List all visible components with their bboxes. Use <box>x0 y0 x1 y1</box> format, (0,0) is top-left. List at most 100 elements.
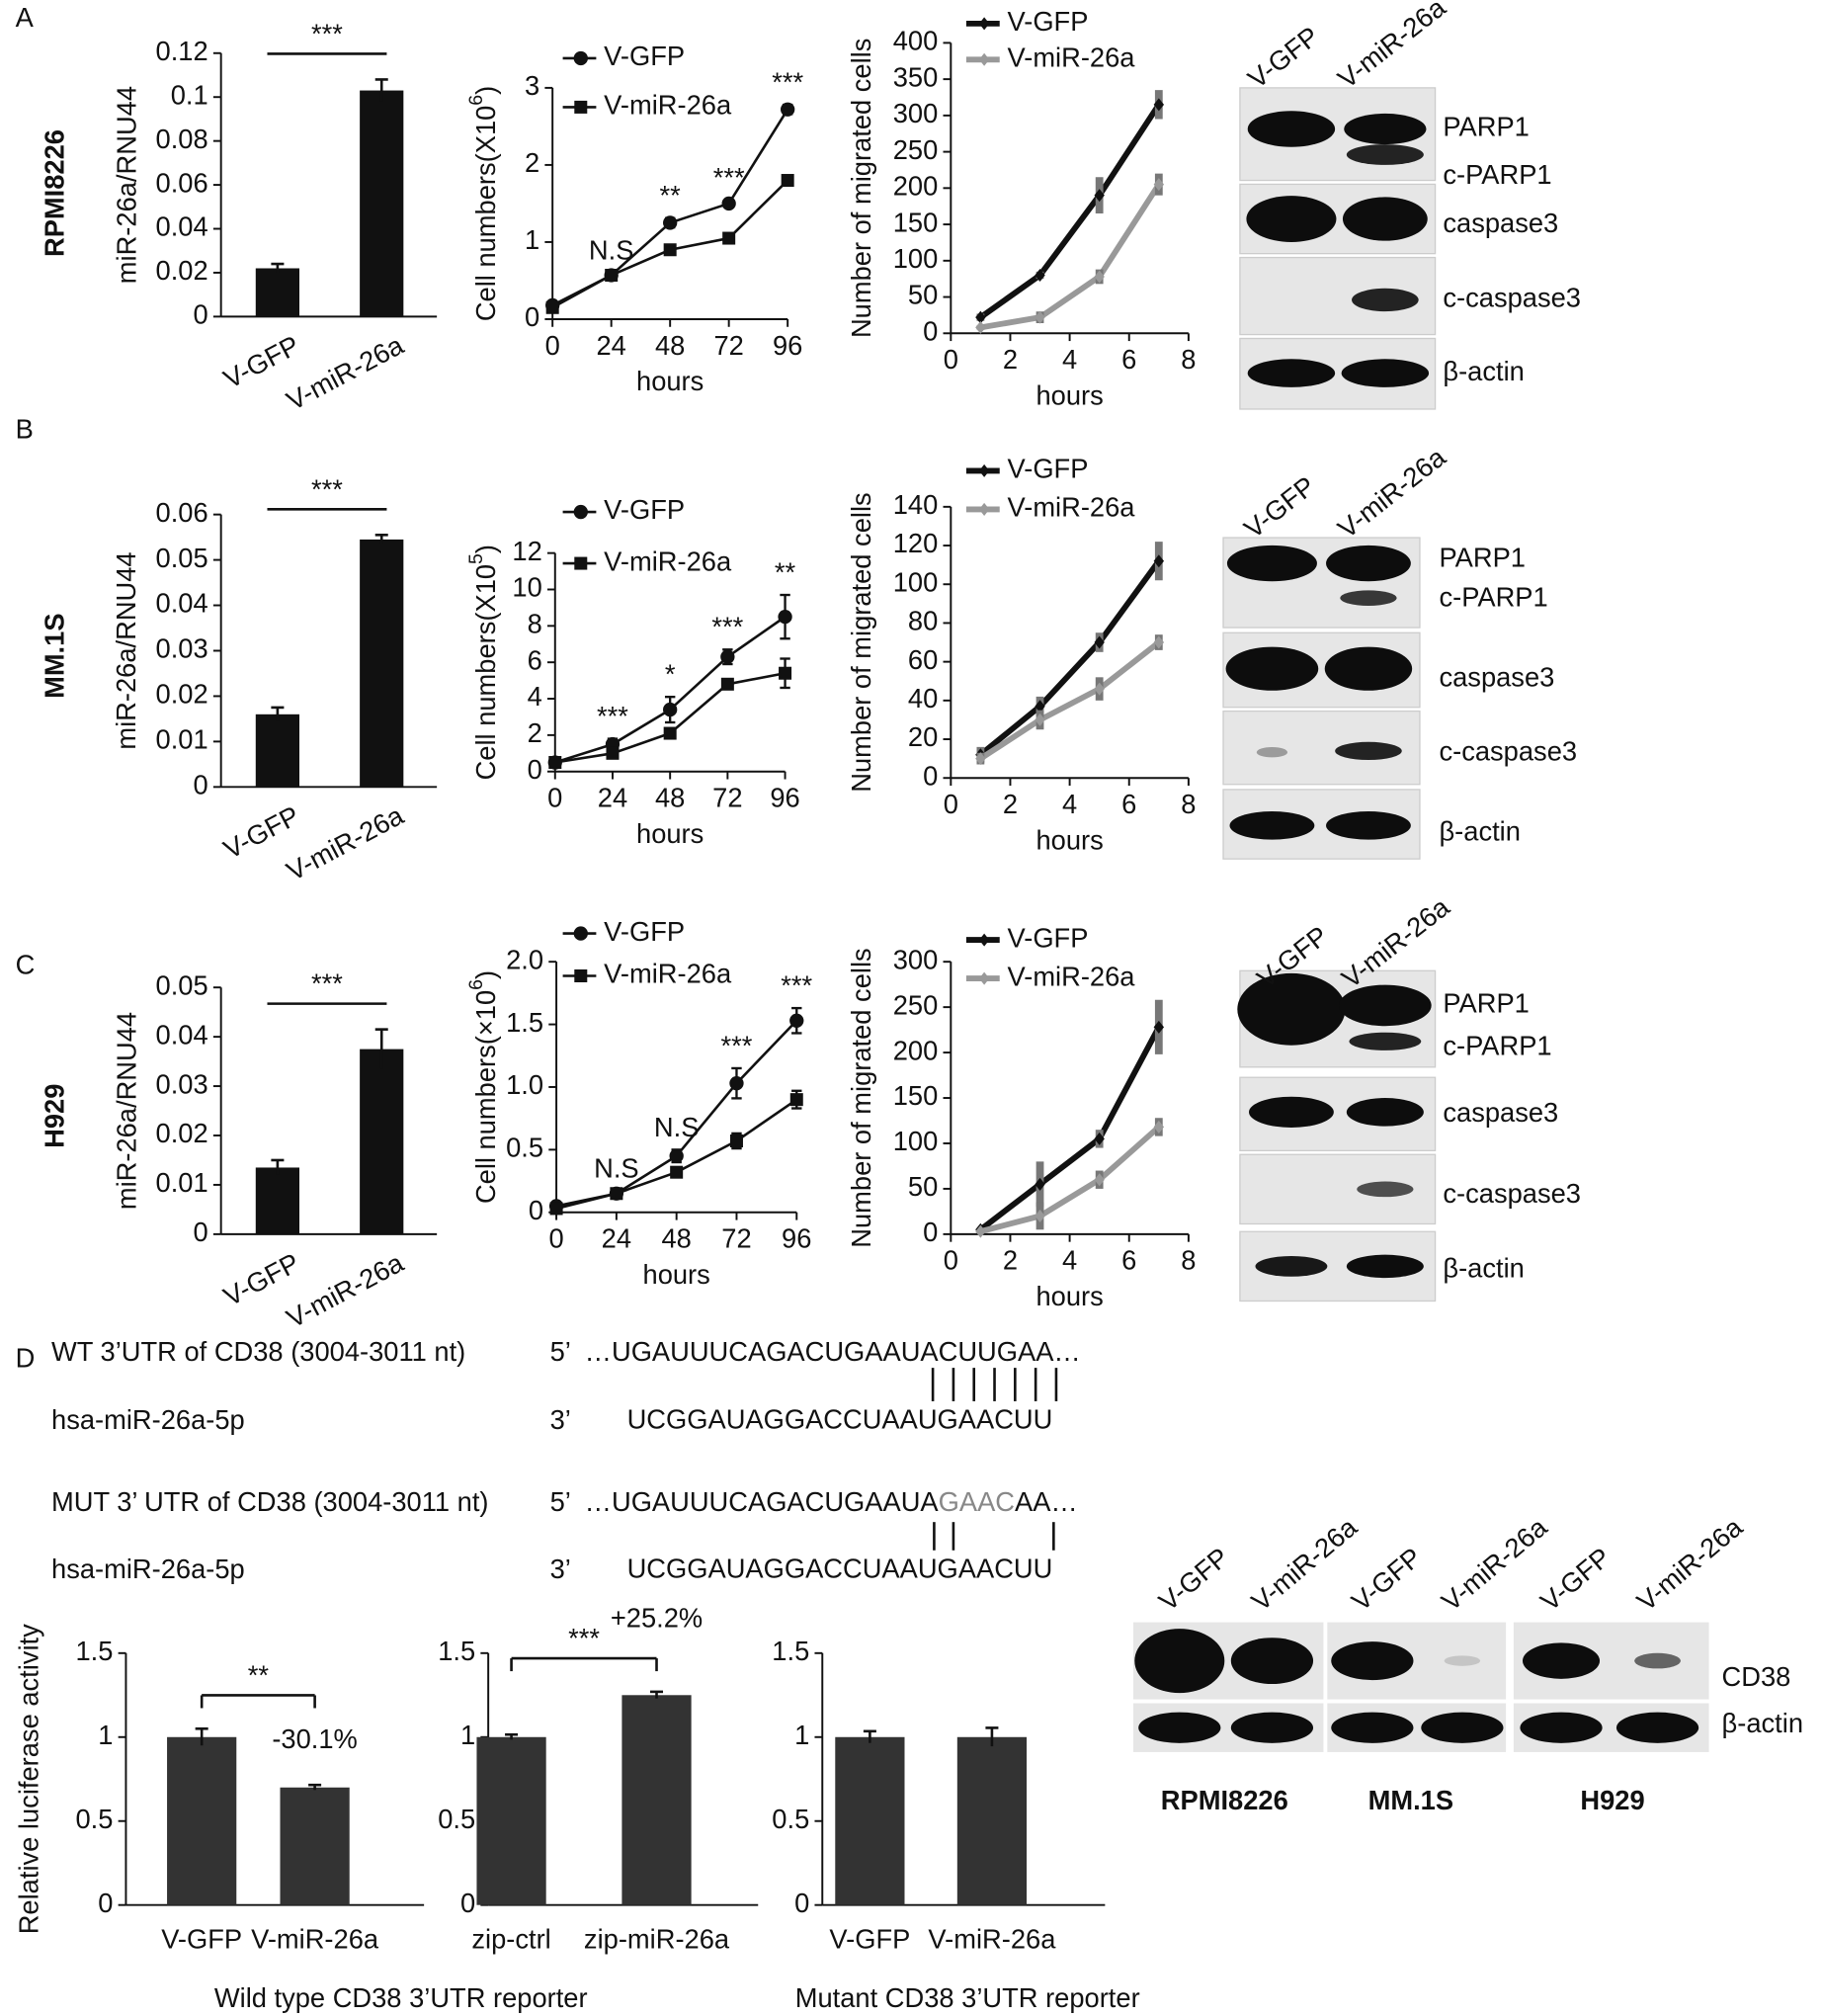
row-label: H929 <box>39 1084 69 1148</box>
bar <box>167 1736 237 1905</box>
y-tick-label: 0.5 <box>772 1804 809 1834</box>
blot-band <box>1346 1254 1424 1279</box>
sequence-name: hsa-miR-26a-5p <box>51 1404 245 1435</box>
y-tick-label: 0 <box>923 1217 938 1247</box>
y-axis-label-part: Cell numbers(X10 <box>470 564 501 780</box>
y-axis-label-part: 5 <box>465 553 487 564</box>
y-tick-label: 2.0 <box>506 944 543 974</box>
bar <box>360 90 404 317</box>
legend-marker <box>978 463 990 477</box>
y-tick-label: 300 <box>893 944 939 974</box>
point <box>548 756 562 770</box>
bar <box>255 268 299 317</box>
y-axis-label-part: ) <box>470 86 501 95</box>
sequence-part: …UGAUUUCAGACUGAAUA <box>585 1486 940 1517</box>
x-tick-label: V-miR-26a <box>251 1923 379 1954</box>
blot-band <box>1444 1655 1481 1666</box>
sequence-end: 3’ <box>550 1554 571 1584</box>
x-tick-label: V-GFP <box>161 1923 242 1954</box>
x-axis-label: hours <box>1035 380 1103 411</box>
legend-marker <box>978 933 990 947</box>
y-tick-label: 1 <box>98 1720 113 1750</box>
legend-marker <box>574 100 588 114</box>
x-tick-label: 72 <box>712 783 742 813</box>
x-tick-label: 48 <box>655 330 685 361</box>
point <box>789 1093 803 1107</box>
blot-band <box>1247 111 1336 147</box>
x-tick-label: 72 <box>713 330 743 361</box>
legend-label: V-GFP <box>1008 454 1089 484</box>
legend-marker <box>978 502 990 516</box>
y-axis-label: Cell numbers(X105) <box>465 545 501 780</box>
x-tick-label: 96 <box>770 783 799 813</box>
point <box>663 215 678 230</box>
y-tick-label: 150 <box>893 1080 939 1111</box>
blot-band <box>1246 196 1337 242</box>
y-axis-label: Number of migrated cells <box>846 39 876 338</box>
significance-label: *** <box>311 968 343 999</box>
y-tick-label: 1.5 <box>438 1636 475 1666</box>
x-tick-label: 6 <box>1121 789 1136 819</box>
blot-band <box>1615 1712 1699 1743</box>
x-tick-label: 96 <box>773 330 802 361</box>
blot-band <box>1421 1712 1504 1743</box>
y-tick-label: 100 <box>893 1126 939 1156</box>
y-tick-label: 0 <box>528 754 542 785</box>
blot-band <box>1349 1032 1422 1050</box>
y-axis-label: Relative luciferase activity <box>13 1624 43 1934</box>
x-tick-label: 0 <box>547 783 562 813</box>
point <box>1153 98 1165 112</box>
blot-band <box>1256 747 1288 758</box>
legend-label: V-miR-26a <box>604 959 732 989</box>
legend-label: V-miR-26a <box>1008 492 1136 523</box>
pairing-lines <box>931 1368 1058 1551</box>
y-tick-label: 250 <box>893 989 939 1020</box>
x-tick-label: 24 <box>602 1223 631 1254</box>
blot-band <box>1352 288 1419 312</box>
y-tick-label: 0 <box>460 1888 475 1918</box>
legend-label: V-GFP <box>1008 6 1089 37</box>
y-tick-label: 0.04 <box>156 211 208 242</box>
point <box>605 268 619 283</box>
y-tick-label: 50 <box>908 1171 938 1202</box>
y-tick-label: 0.1 <box>171 79 208 110</box>
sequence-name: MUT 3’ UTR of CD38 (3004-3011 nt) <box>51 1486 488 1517</box>
protein-label: PARP1 <box>1439 542 1526 572</box>
panel-label: A <box>16 2 35 33</box>
point <box>975 1224 986 1238</box>
legend-label: V-GFP <box>604 41 685 71</box>
sequence-part: AA… <box>1015 1486 1078 1517</box>
blot-band <box>1229 811 1315 840</box>
sequence-name: WT 3’UTR of CD38 (3004-3011 nt) <box>51 1336 465 1367</box>
y-tick-label: 0.05 <box>156 543 208 573</box>
y-tick-label: 0.01 <box>156 724 208 755</box>
x-tick-label: 96 <box>782 1223 811 1254</box>
change-label: +25.2% <box>611 1602 703 1633</box>
y-tick-label: 80 <box>908 606 938 636</box>
bar <box>360 539 404 788</box>
y-tick-label: 0.5 <box>75 1804 113 1834</box>
y-tick-label: 10 <box>512 572 541 603</box>
blot-band <box>1357 1181 1414 1198</box>
point <box>720 649 735 664</box>
blot-band <box>1226 545 1317 582</box>
sequence: UCGGAUAGGACCUAAUGAACUU <box>627 1554 1053 1584</box>
blot-band <box>1341 359 1430 387</box>
significance-label: *** <box>568 1623 600 1653</box>
x-tick-label: 48 <box>661 1223 691 1254</box>
x-tick-label: zip-ctrl <box>471 1923 550 1954</box>
y-tick-label: 1.0 <box>506 1069 543 1100</box>
blot-band <box>1249 1096 1334 1128</box>
protein-label: caspase3 <box>1439 661 1554 692</box>
blot-band <box>1134 1629 1225 1694</box>
annotation: * <box>665 659 676 690</box>
y-axis-label: Cell numbers(×106) <box>465 970 501 1204</box>
x-axis-label: hours <box>636 818 704 849</box>
y-tick-label: 1 <box>525 224 539 255</box>
y-tick-label: 20 <box>908 721 938 752</box>
y-axis-label: Cell numbers(X106) <box>465 86 501 321</box>
legend-marker <box>573 926 588 941</box>
y-tick-label: 0.05 <box>156 969 208 1000</box>
